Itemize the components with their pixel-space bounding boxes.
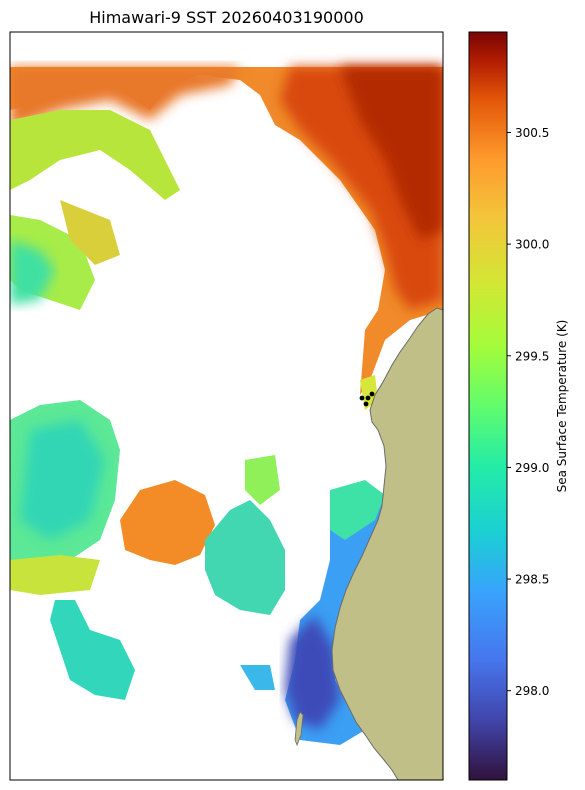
sst-patch-west-north [10, 110, 180, 200]
sst-patch-central [205, 500, 285, 615]
marker-point [369, 391, 375, 397]
colorbar-ticks: 298.0 298.5 299.0 299.5 300.0 300.5 [507, 126, 549, 698]
colorbar-tick-label: 298.0 [515, 684, 549, 698]
sst-patch-midleft-cyan [20, 420, 105, 540]
sst-patch-south-cold [285, 615, 340, 730]
colorbar-tick-label: 298.5 [515, 573, 549, 587]
sst-patch-west-yellow [60, 200, 120, 265]
colorbar-label: Sea Surface Temperature (K) [555, 320, 569, 493]
observation-markers [359, 391, 375, 407]
map-title: Himawari-9 SST 20260403190000 [89, 8, 364, 27]
land-mass [331, 307, 444, 781]
sst-patch-nw [10, 67, 240, 130]
colorbar-tick-label: 299.0 [515, 461, 549, 475]
sst-patch-west-cyan [10, 240, 55, 305]
sst-patch-midleft-south [10, 555, 100, 595]
colorbar [468, 31, 508, 781]
marker-point [365, 395, 371, 401]
sst-field [10, 67, 443, 745]
sst-patch-south-green [330, 480, 385, 540]
marker-point [363, 401, 369, 407]
sst-patch-southwest [50, 600, 135, 700]
marker-point [359, 395, 365, 401]
colorbar-tick-label: 300.5 [515, 126, 549, 140]
sst-patch-small-cyan [240, 665, 275, 690]
sst-patch-orange-blob [120, 480, 215, 565]
sst-patch-hottest [340, 67, 443, 240]
map-frame [9, 31, 444, 781]
island [294, 711, 304, 747]
colorbar-tick-label: 299.5 [515, 349, 549, 363]
sst-patch-central-north [245, 455, 280, 505]
colorbar-tick-label: 300.0 [515, 238, 549, 252]
